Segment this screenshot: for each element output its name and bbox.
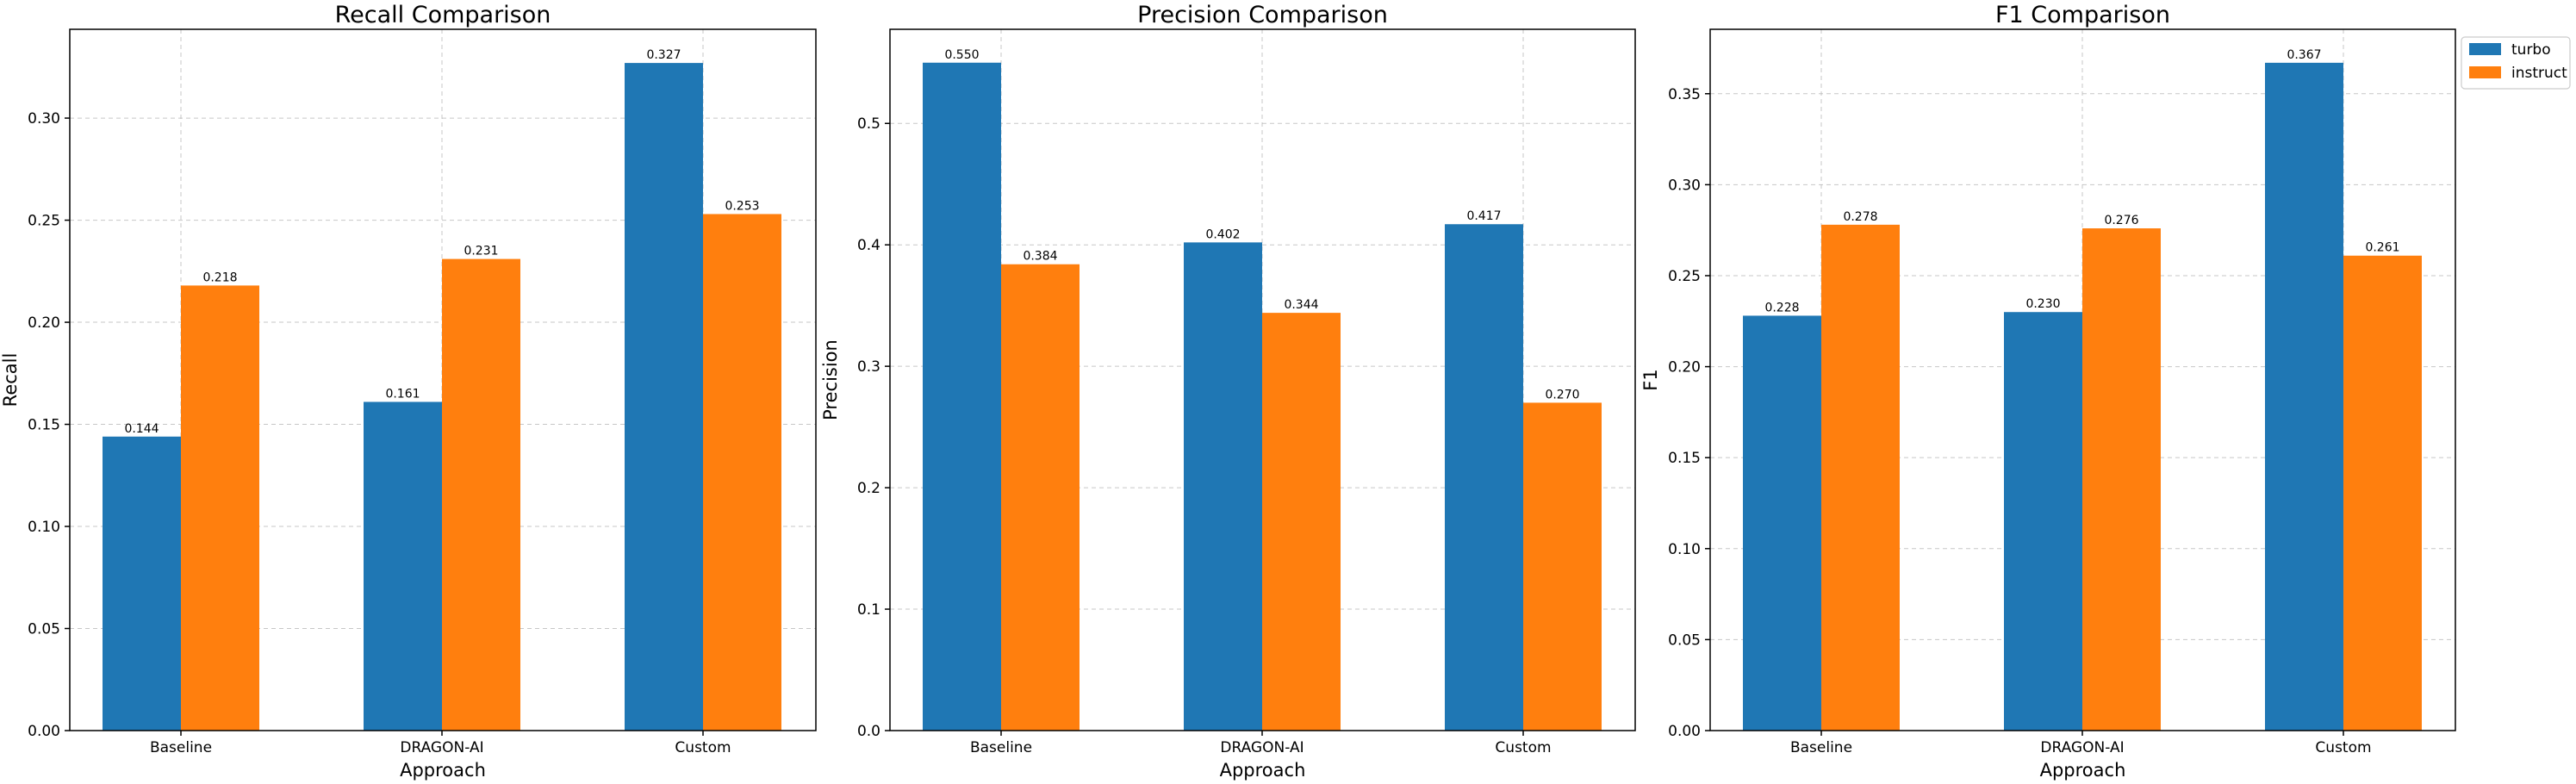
y-tick-label: 0.15 [1668,450,1701,467]
bar-value-label: 0.384 [1023,250,1057,264]
y-tick-label: 0.35 [1668,86,1701,103]
plot-frame [889,28,1636,731]
legend-label-instruct: instruct [2511,65,2567,82]
bar-turbo [103,436,181,731]
x-axis-label: Approach [400,760,486,781]
bar-value-label: 0.550 [944,48,979,62]
chart-panel-1: 0.00 0.05 0.10 0.15 0.20 0.25 0.30 0.144 0.161 0.… [0,2,817,781]
bar-instruct [1001,264,1080,731]
bar-value-label: 0.228 [1764,301,1799,314]
x-axis-label: Approach [1220,760,1306,781]
bar-turbo [2265,62,2343,731]
y-tick-label: 0.10 [28,519,60,536]
bar-turbo [1445,224,1523,731]
bar-instruct [703,214,781,731]
bar-instruct [1523,402,1602,731]
legend-label-turbo: turbo [2511,41,2551,59]
legend: turbo instruct [2461,36,2571,90]
y-tick-label: 0.20 [28,314,60,332]
plot-frame [1709,28,2456,731]
x-tick-label: Baseline [150,739,212,756]
y-axis-label: F1 [1640,369,1661,390]
bar-value-label: 0.230 [2025,297,2060,311]
y-tick-label: 0.3 [857,358,880,376]
chart-title: Precision Comparison [1137,2,1388,28]
bar-value-label: 0.278 [1843,210,1877,224]
x-tick-label: DRAGON-AI [2040,739,2124,756]
bar-instruct [2343,255,2422,731]
y-axis-label: Precision [820,339,841,420]
bar-instruct [181,285,259,731]
bar-turbo [1184,242,1262,731]
bar-turbo [1743,315,1821,731]
y-tick-label: 0.1 [857,601,880,619]
y-tick-label: 0.25 [1668,268,1701,285]
bar-turbo [923,62,1001,731]
bar-value-label: 0.270 [1545,388,1579,401]
y-tick-label: 0.10 [1668,541,1701,558]
x-tick-label: Custom [675,739,731,756]
bar-instruct [1821,224,1900,731]
bar-turbo [2004,312,2082,731]
bar-instruct [2082,228,2161,731]
x-tick-label: Baseline [1790,739,1852,756]
x-tick-label: Custom [2315,739,2371,756]
y-tick-label: 0.05 [28,621,60,638]
bar-value-label: 0.231 [464,245,498,258]
bar-turbo [364,401,442,731]
x-tick-label: DRAGON-AI [1220,739,1304,756]
chart-title: F1 Comparison [1995,2,2170,28]
y-tick-label: 0.4 [857,237,880,254]
x-tick-label: DRAGON-AI [400,739,483,756]
x-tick-label: Baseline [970,739,1032,756]
bar-turbo [625,63,703,731]
bar-value-label: 0.327 [646,48,681,62]
chart-panel-3: 0.00 0.05 0.10 0.15 0.20 0.25 0.30 0.35 0.228 0.2… [1640,2,2456,781]
bar-instruct [1262,313,1341,731]
y-tick-label: 0.05 [1668,632,1701,649]
bar-value-label: 0.367 [2287,48,2321,62]
bar-value-label: 0.402 [1205,227,1240,241]
x-tick-label: Custom [1495,739,1551,756]
y-tick-label: 0.00 [28,723,60,740]
chart-title: Recall Comparison [335,2,551,28]
x-axis-label: Approach [2040,760,2126,781]
y-tick-label: 0.2 [857,480,880,497]
bar-value-label: 0.417 [1466,209,1501,223]
y-tick-label: 0.5 [857,115,880,133]
legend-swatch-instruct [2469,66,2501,78]
bar-value-label: 0.218 [202,271,237,284]
y-tick-label: 0.00 [1668,723,1701,740]
y-tick-label: 0.0 [857,723,880,740]
bar-value-label: 0.276 [2104,214,2138,227]
bar-value-label: 0.261 [2365,241,2399,255]
bar-value-label: 0.144 [124,422,159,436]
bar-value-label: 0.161 [385,387,420,401]
chart-panel-2: 0.0 0.1 0.2 0.3 0.4 0.5 0.550 0.402 0.417 0.384 0.… [820,2,1636,781]
bar-value-label: 0.344 [1284,298,1318,312]
plot-frame [69,28,817,731]
y-tick-label: 0.30 [28,110,60,128]
bar-value-label: 0.253 [725,199,759,213]
y-axis-label: Recall [0,353,21,408]
y-tick-label: 0.30 [1668,177,1701,194]
y-tick-label: 0.20 [1668,359,1701,376]
y-tick-label: 0.15 [28,417,60,434]
legend-swatch-turbo [2469,43,2501,55]
y-tick-label: 0.25 [28,213,60,230]
bar-instruct [442,258,520,731]
